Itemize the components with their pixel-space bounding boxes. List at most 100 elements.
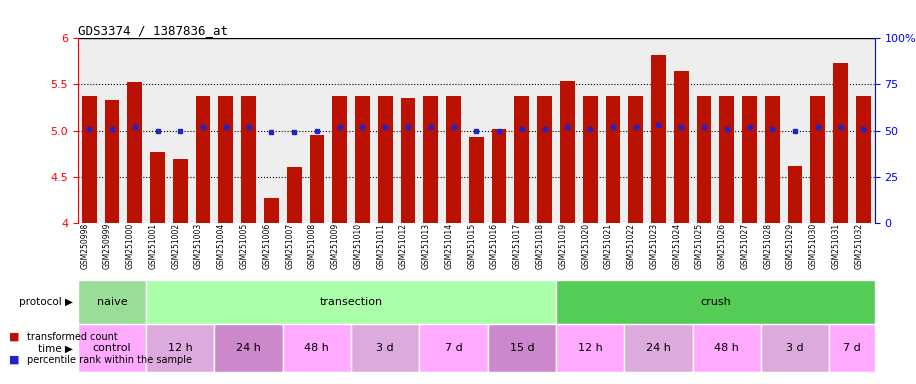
Text: 48 h: 48 h — [714, 343, 739, 354]
Bar — [492, 129, 507, 223]
Text: GSM251019: GSM251019 — [559, 223, 567, 269]
Bar — [515, 96, 529, 223]
Text: GSM251027: GSM251027 — [740, 223, 749, 269]
Text: GSM251005: GSM251005 — [240, 223, 248, 269]
Text: ■: ■ — [9, 332, 19, 342]
Bar — [446, 96, 461, 223]
Text: GSM251002: GSM251002 — [171, 223, 180, 269]
Bar — [283, 324, 351, 372]
Text: GSM251020: GSM251020 — [581, 223, 590, 269]
Bar — [196, 96, 211, 223]
Bar — [719, 96, 735, 223]
Text: GSM251028: GSM251028 — [763, 223, 772, 269]
Bar — [264, 198, 278, 223]
Bar — [241, 96, 256, 223]
Bar — [310, 135, 324, 223]
Text: GSM251003: GSM251003 — [194, 223, 203, 269]
Bar — [287, 167, 301, 223]
Bar — [556, 324, 625, 372]
Text: crush: crush — [700, 297, 731, 308]
Bar — [765, 96, 780, 223]
Text: 12 h: 12 h — [168, 343, 192, 354]
Bar — [537, 96, 552, 223]
Bar — [150, 152, 165, 223]
Text: GSM251029: GSM251029 — [786, 223, 795, 269]
Text: GSM251032: GSM251032 — [855, 223, 864, 269]
Bar — [856, 96, 871, 223]
Bar — [351, 324, 420, 372]
Bar — [214, 324, 283, 372]
Bar — [127, 82, 142, 223]
Text: GSM251012: GSM251012 — [399, 223, 408, 269]
Bar — [834, 63, 848, 223]
Bar — [355, 96, 370, 223]
Text: GSM251001: GSM251001 — [148, 223, 158, 269]
Text: 48 h: 48 h — [304, 343, 330, 354]
Bar — [560, 81, 575, 223]
Text: GSM251013: GSM251013 — [421, 223, 431, 269]
Text: protocol ▶: protocol ▶ — [19, 297, 73, 308]
Bar — [333, 96, 347, 223]
Bar — [173, 159, 188, 223]
Text: GSM250999: GSM250999 — [103, 223, 112, 269]
Text: naive: naive — [97, 297, 127, 308]
Bar — [147, 324, 214, 372]
Bar — [556, 280, 875, 324]
Text: GSM251023: GSM251023 — [649, 223, 659, 269]
Bar — [78, 324, 147, 372]
Text: GDS3374 / 1387836_at: GDS3374 / 1387836_at — [78, 24, 228, 37]
Bar — [811, 96, 825, 223]
Bar — [218, 96, 234, 223]
Text: 3 d: 3 d — [786, 343, 804, 354]
Bar — [583, 96, 597, 223]
Text: GSM251022: GSM251022 — [627, 223, 636, 269]
Bar — [651, 55, 666, 223]
Text: GSM251011: GSM251011 — [376, 223, 386, 269]
Bar — [147, 280, 556, 324]
Text: GSM251008: GSM251008 — [308, 223, 317, 269]
Text: GSM251024: GSM251024 — [672, 223, 682, 269]
Text: GSM251031: GSM251031 — [832, 223, 841, 269]
Bar — [605, 96, 620, 223]
Text: 24 h: 24 h — [236, 343, 261, 354]
Bar — [674, 71, 689, 223]
Text: percentile rank within the sample: percentile rank within the sample — [27, 355, 192, 365]
Text: GSM251014: GSM251014 — [444, 223, 453, 269]
Bar — [377, 96, 393, 223]
Bar — [742, 96, 757, 223]
Text: 24 h: 24 h — [646, 343, 671, 354]
Text: GSM251015: GSM251015 — [467, 223, 476, 269]
Text: GSM251009: GSM251009 — [331, 223, 340, 269]
Text: GSM251000: GSM251000 — [125, 223, 135, 269]
Bar — [628, 96, 643, 223]
Text: GSM251018: GSM251018 — [536, 223, 545, 269]
Text: GSM251007: GSM251007 — [285, 223, 294, 269]
Text: GSM251017: GSM251017 — [513, 223, 522, 269]
Text: ■: ■ — [9, 355, 19, 365]
Text: GSM251026: GSM251026 — [718, 223, 726, 269]
Bar — [469, 137, 484, 223]
Text: 12 h: 12 h — [578, 343, 603, 354]
Bar — [78, 280, 147, 324]
Text: 3 d: 3 d — [376, 343, 394, 354]
Bar — [82, 96, 97, 223]
Bar — [829, 324, 875, 372]
Text: GSM251025: GSM251025 — [695, 223, 704, 269]
Text: GSM251021: GSM251021 — [604, 223, 613, 269]
Text: GSM251010: GSM251010 — [354, 223, 363, 269]
Bar — [692, 324, 761, 372]
Text: 7 d: 7 d — [444, 343, 463, 354]
Text: GSM250998: GSM250998 — [81, 223, 89, 269]
Bar — [423, 96, 438, 223]
Bar — [104, 100, 119, 223]
Text: 7 d: 7 d — [843, 343, 861, 354]
Bar — [487, 324, 556, 372]
Bar — [696, 96, 712, 223]
Text: control: control — [93, 343, 131, 354]
Text: 15 d: 15 d — [509, 343, 534, 354]
Text: GSM251004: GSM251004 — [217, 223, 226, 269]
Text: time ▶: time ▶ — [38, 343, 73, 354]
Bar — [420, 324, 487, 372]
Text: GSM251016: GSM251016 — [490, 223, 499, 269]
Bar — [625, 324, 692, 372]
